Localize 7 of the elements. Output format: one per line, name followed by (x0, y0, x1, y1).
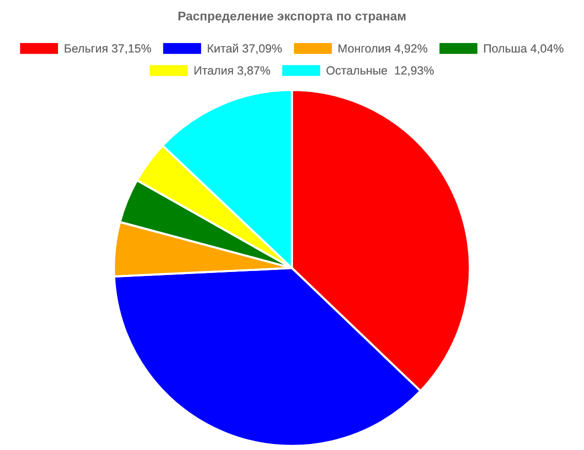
legend-label: Остальные 12,93% (326, 66, 434, 76)
legend-label: Италия 3,87% (194, 66, 270, 76)
legend-label: Монголия 4,92% (338, 44, 428, 54)
legend-label: Польша 4,04% (484, 44, 564, 54)
chart-title: Распределение экспорта по странам (178, 12, 406, 23)
legend-label: Китай 37,09% (208, 44, 282, 54)
legend-label: Бельгия 37,15% (64, 44, 152, 54)
